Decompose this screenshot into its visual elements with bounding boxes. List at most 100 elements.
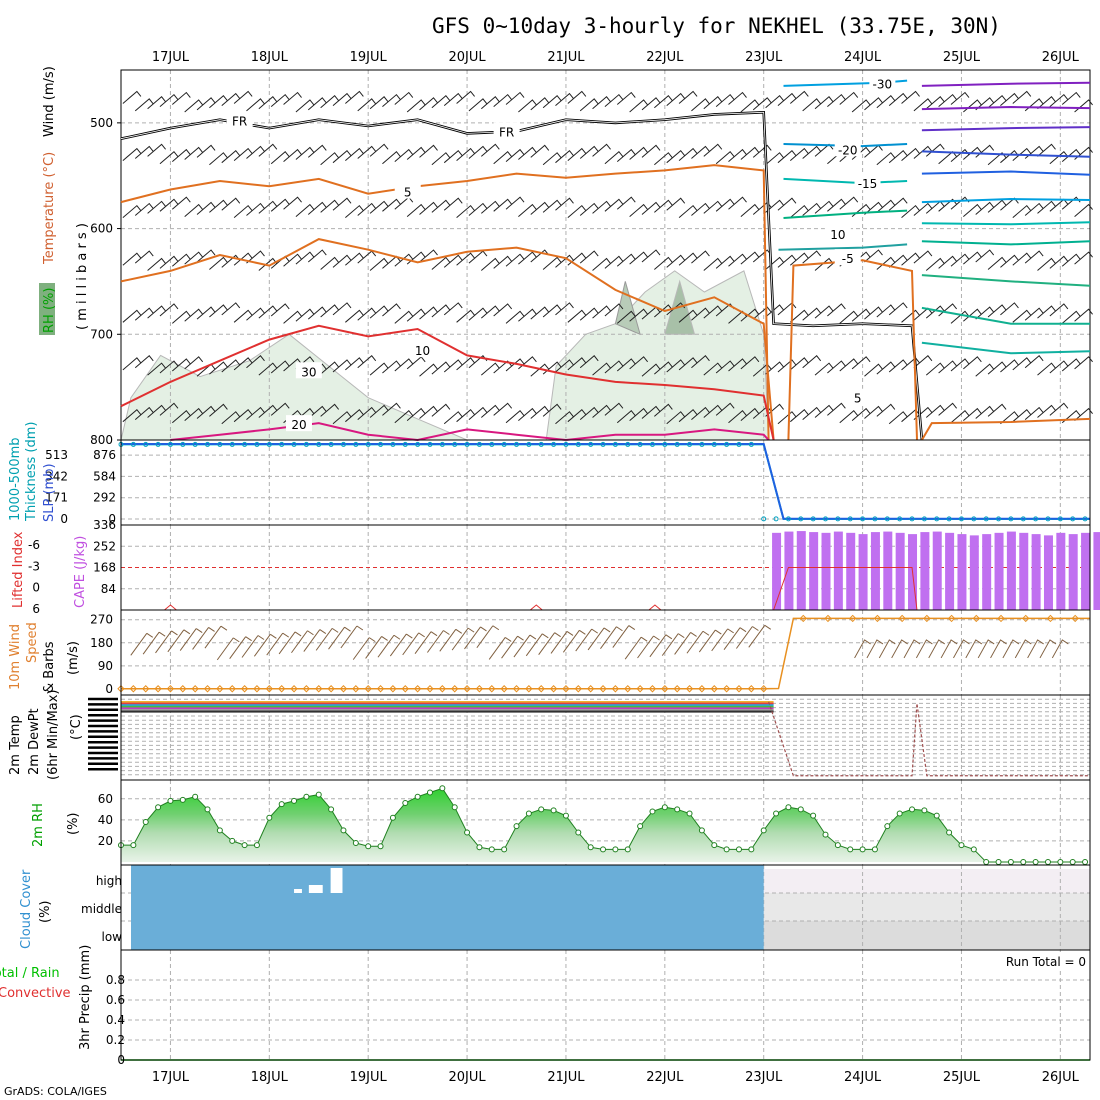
wind-barb xyxy=(443,359,463,373)
thickness-marker xyxy=(773,516,779,522)
wind-barb xyxy=(876,152,896,166)
wind-barb xyxy=(493,303,513,317)
wind-barb xyxy=(827,303,846,317)
wind-barb xyxy=(728,358,747,372)
wind-barb xyxy=(975,405,995,419)
contour-line xyxy=(921,170,1091,176)
wind-barb xyxy=(666,359,686,373)
pressure-tick-label: 500 xyxy=(90,116,113,130)
date-label-top: 18JUL xyxy=(251,50,289,65)
wind-barb xyxy=(777,92,797,106)
precip-panel: Run Total = 000.20.40.60.8Total / RainCo… xyxy=(0,945,1091,1067)
wind-barb xyxy=(505,91,525,105)
wind-barb xyxy=(888,411,908,425)
wind-barb xyxy=(295,99,315,113)
wind-barb xyxy=(975,249,995,263)
wind-barb xyxy=(666,197,686,211)
cape-bar xyxy=(809,532,819,610)
wind-barb xyxy=(987,256,1007,270)
rh-marker xyxy=(365,843,372,850)
wind-barb xyxy=(678,408,698,423)
thickness-marker xyxy=(748,441,754,447)
wind-barb xyxy=(332,149,352,164)
thickness-marker xyxy=(526,441,532,447)
wind-barb xyxy=(542,304,562,318)
wind-barb xyxy=(715,198,735,212)
wind-barb xyxy=(579,250,599,264)
wind-barb xyxy=(431,304,451,318)
wind-barb xyxy=(1049,360,1069,374)
wind-barb xyxy=(419,201,438,215)
slp-tick: 876 xyxy=(93,448,116,462)
thickness-marker xyxy=(946,516,952,522)
wind-barb xyxy=(654,199,673,213)
lifted-index-bump xyxy=(529,604,543,611)
thickness-marker xyxy=(427,441,433,447)
wind-barb-10m xyxy=(142,631,166,655)
wind-barb xyxy=(950,148,970,163)
thickness-marker xyxy=(909,516,915,522)
contour-line xyxy=(120,238,775,441)
wind-barb xyxy=(1024,406,1044,420)
wind-barb xyxy=(1024,355,1044,369)
wind-speed-marker xyxy=(824,614,832,623)
ylabel-cloud-units: (%) xyxy=(38,901,53,924)
cloud-cover-panel: high middle low Cloud Cover (%) xyxy=(19,864,1091,951)
wind-barb xyxy=(480,404,500,418)
wind-barb xyxy=(443,149,463,164)
wind-barb xyxy=(777,149,797,164)
cape-bar xyxy=(1081,532,1091,610)
wind-barb xyxy=(419,363,438,377)
rh-marker xyxy=(587,844,594,851)
wind-barb xyxy=(542,94,562,109)
contour-line xyxy=(120,164,770,441)
thickness-tick: 0 xyxy=(60,512,68,526)
cape-bar xyxy=(784,531,794,610)
rh-marker xyxy=(266,814,273,821)
wind-speed-marker xyxy=(315,685,323,693)
wind-speed-marker xyxy=(154,685,162,693)
temp-band xyxy=(121,704,774,707)
wind-barb xyxy=(1024,250,1044,264)
wind-barb xyxy=(802,307,822,321)
wind-barb xyxy=(270,402,290,416)
contour-line xyxy=(783,209,908,219)
wind-barb xyxy=(752,144,772,158)
date-label-bottom: 21JUL xyxy=(547,1070,585,1085)
wind-barb xyxy=(345,408,364,423)
wind-barb xyxy=(827,93,846,108)
wind-barb xyxy=(728,91,747,105)
wind-barb xyxy=(518,308,537,322)
wind-barb xyxy=(518,146,537,160)
wind-barb xyxy=(641,144,661,158)
wind-barb xyxy=(221,359,241,373)
wind-barb xyxy=(147,305,166,319)
wind-barb xyxy=(913,250,933,264)
wind-barb xyxy=(196,201,216,215)
wind-speed-marker xyxy=(500,685,508,693)
wind-barb xyxy=(530,201,550,215)
thickness-tick: 171 xyxy=(45,491,68,505)
wind-barb-10m xyxy=(562,629,586,653)
wind-barb-10m xyxy=(723,627,747,650)
wind-speed-marker xyxy=(451,685,459,693)
wind-barb xyxy=(827,360,846,374)
contour-label: -30 xyxy=(873,78,893,92)
wind-barb-10m xyxy=(612,625,636,648)
thickness-marker xyxy=(699,441,705,447)
rh-marker xyxy=(674,806,681,813)
wind-barb xyxy=(629,99,649,113)
contour-label: 20 xyxy=(291,418,306,432)
wind-barb-10m xyxy=(624,636,648,660)
wind-barb xyxy=(616,410,636,424)
wind-barb xyxy=(1012,309,1032,323)
wind-speed-marker xyxy=(364,685,372,693)
thickness-marker xyxy=(242,441,248,447)
wind-barb-10m xyxy=(241,635,265,658)
wind-barb-10m xyxy=(352,637,376,660)
rh-marker xyxy=(303,793,310,800)
rh-marker xyxy=(229,837,236,844)
wind-barb xyxy=(480,200,500,214)
rh-marker xyxy=(909,806,916,813)
wind-barb xyxy=(616,148,636,163)
